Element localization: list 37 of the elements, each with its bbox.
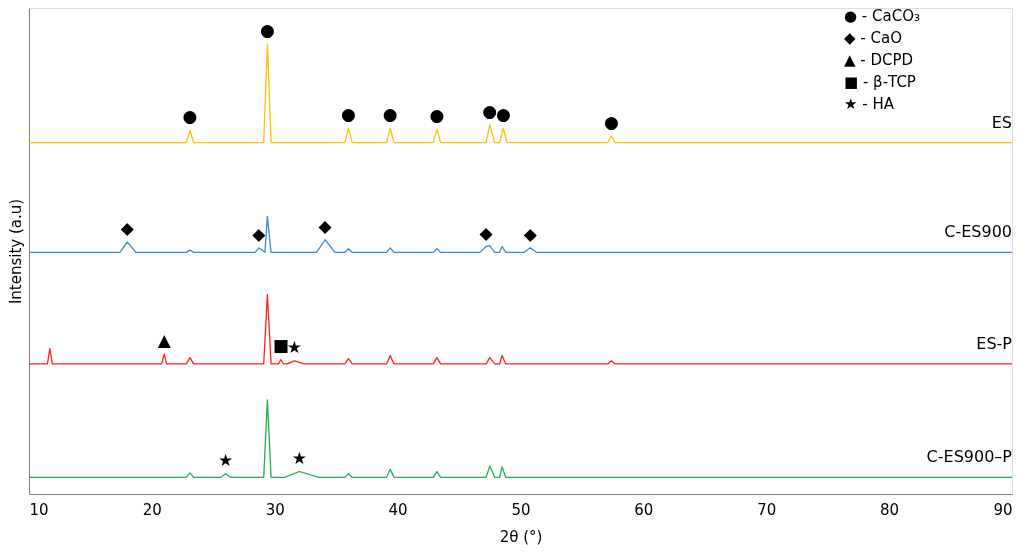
text: ● - CaCO₃ (844, 7, 920, 25)
x-tick-label: 10 (29, 500, 49, 519)
x-tick-label: 90 (993, 500, 1013, 519)
annotation: ▲ - DCPD (844, 51, 914, 69)
annotation: ● (495, 104, 511, 125)
annotation: ◆ - CaO (844, 29, 902, 47)
annotation: ◆ (120, 218, 135, 238)
annotation: ● (604, 111, 619, 132)
annotation: ● (482, 100, 498, 121)
annotation: ● (429, 105, 445, 126)
x-tick-label: 80 (880, 500, 900, 519)
annotation: ■ - β-TCP (844, 73, 916, 91)
x-tick-label: 60 (634, 500, 654, 519)
x-tick-label: 30 (265, 500, 285, 519)
annotation: ● (259, 20, 275, 40)
series-label: C-ES900–P (926, 447, 1013, 467)
annotation: ★ - HA (844, 95, 895, 113)
series-label: ES-P (976, 333, 1013, 353)
annotation: ● (182, 106, 198, 127)
annotation: ★ (291, 447, 307, 468)
x-axis-title: 2θ (°) (499, 527, 543, 546)
annotation: ◆ (318, 215, 333, 236)
y-axis-title: Intensity (a.u) (6, 198, 25, 305)
x-tick-label: 50 (511, 500, 531, 519)
annotation: ■ (272, 335, 289, 356)
annotation: ★ (217, 449, 234, 470)
annotation: ● (382, 104, 398, 125)
annotation: ◆ (479, 222, 494, 243)
annotation: ▲ (157, 330, 172, 351)
x-tick-label: 70 (757, 500, 777, 519)
series-label: C-ES900 (944, 222, 1012, 242)
x-tick-label: 40 (388, 500, 408, 519)
annotation: ◆ (523, 223, 538, 244)
annotation: ◆ (252, 223, 267, 244)
series-label: ES (991, 112, 1012, 132)
x-tick-label: 20 (142, 500, 162, 519)
annotation: ● (341, 104, 356, 125)
